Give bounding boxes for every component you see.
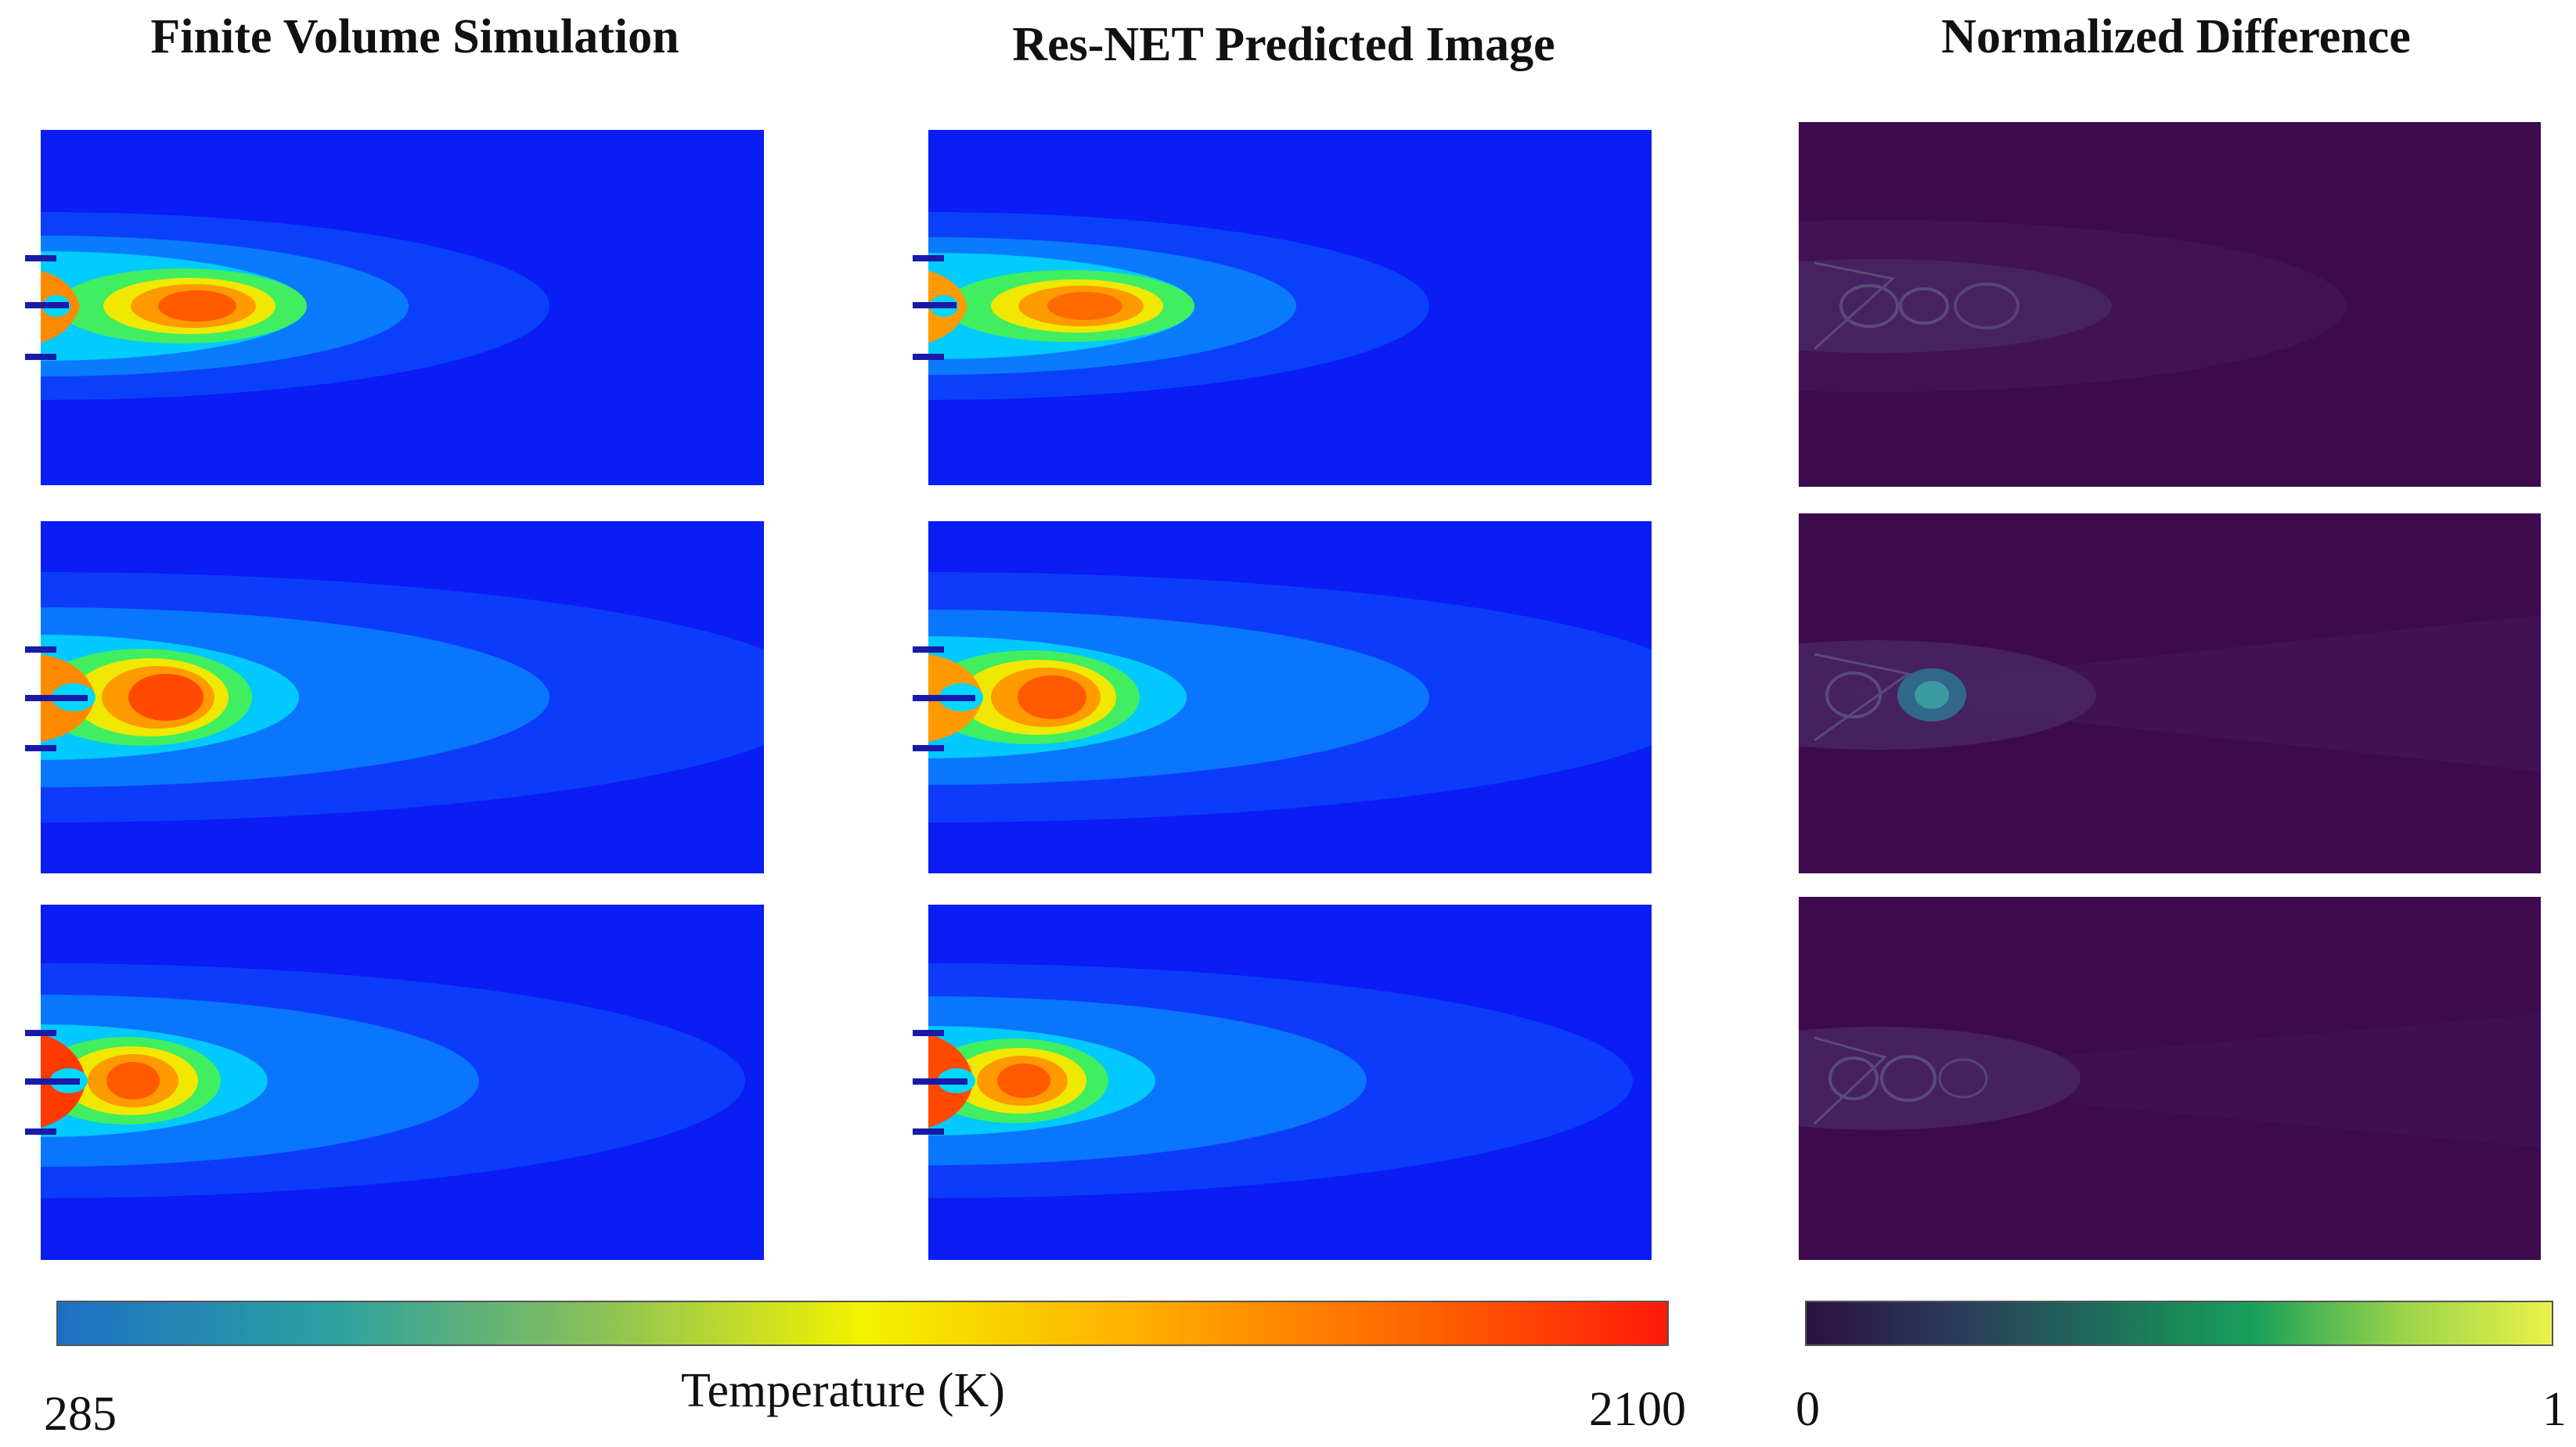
nozzle-center — [913, 1078, 967, 1085]
nozzle-center — [913, 695, 975, 701]
fvs-temperature-field-row1 — [41, 130, 764, 485]
resnet-temperature-field-row2 — [928, 521, 1652, 873]
nozzle-center — [913, 302, 957, 308]
nozzle-lower — [913, 1128, 944, 1135]
fvs-temperature-field-row3 — [41, 905, 764, 1260]
nozzle-upper — [25, 255, 56, 261]
difference-field-row3 — [1799, 897, 2541, 1260]
nozzle-lower — [913, 354, 944, 360]
nozzle-upper — [25, 646, 56, 653]
resnet-temperature-field-row1 — [928, 130, 1652, 485]
difference-colorbar — [1805, 1301, 2553, 1346]
resnet-temperature-field-row3 — [928, 905, 1652, 1260]
fvs-temperature-field-row2 — [41, 521, 764, 873]
difference-field-row1 — [1799, 122, 2541, 487]
difference-max-label: 1 — [2542, 1383, 2567, 1436]
title-normalized-difference: Normalized Difference — [1941, 10, 2411, 63]
nozzle-center — [25, 302, 69, 308]
nozzle-lower — [25, 354, 56, 360]
difference-min-label: 0 — [1796, 1383, 1820, 1436]
nozzle-lower — [25, 1128, 56, 1135]
nozzle-upper — [913, 255, 944, 261]
nozzle-center — [25, 695, 88, 701]
nozzle-upper — [25, 1030, 56, 1036]
temperature-max-label: 2100 — [1589, 1383, 1686, 1436]
nozzle-upper — [913, 646, 944, 653]
title-resnet-predicted: Res-NET Predicted Image — [1012, 18, 1555, 71]
nozzle-lower — [25, 745, 56, 751]
difference-field-row2 — [1799, 513, 2541, 873]
temperature-min-label: 285 — [44, 1388, 117, 1441]
nozzle-lower — [913, 745, 944, 751]
nozzle-upper — [913, 1030, 944, 1036]
title-finite-volume: Finite Volume Simulation — [150, 10, 679, 63]
temperature-axis-label: Temperature (K) — [681, 1364, 1005, 1417]
temperature-colorbar — [56, 1301, 1669, 1346]
nozzle-center — [25, 1078, 80, 1085]
